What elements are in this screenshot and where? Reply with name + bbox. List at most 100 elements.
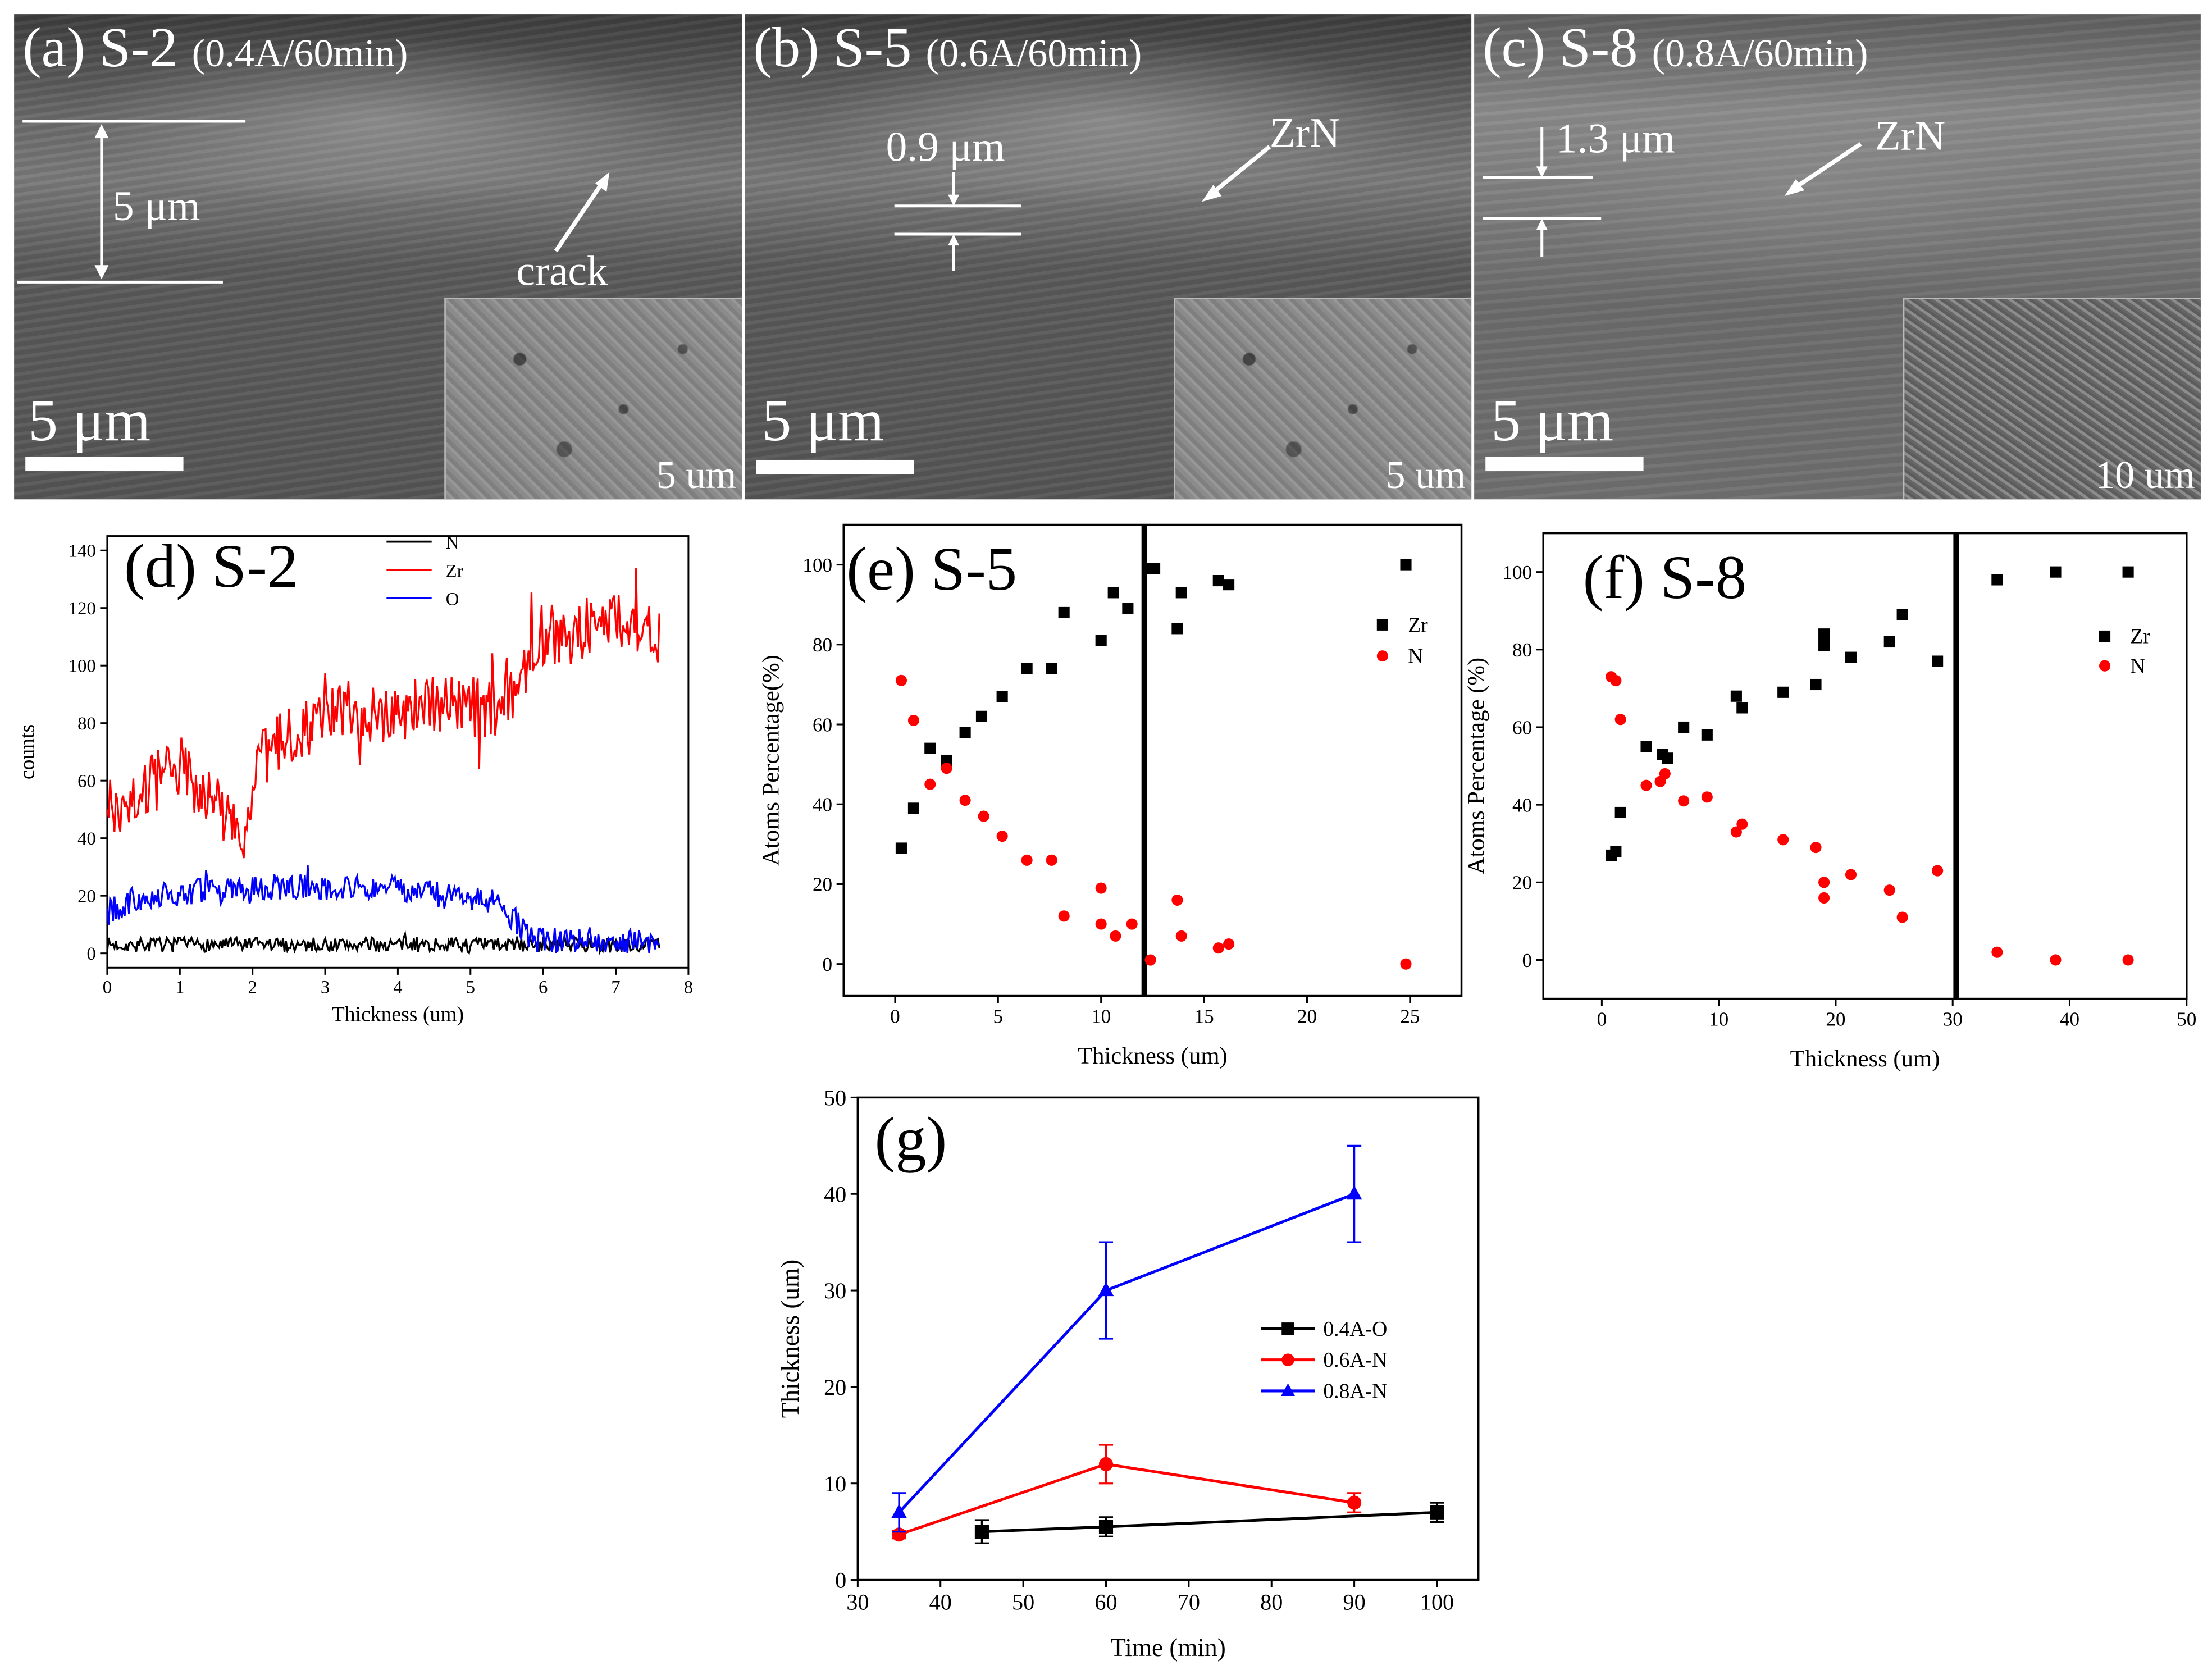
data-point-Zr bbox=[1400, 559, 1412, 571]
sample-name: S-8 bbox=[1559, 15, 1638, 79]
data-point-N bbox=[1845, 869, 1857, 880]
data-point-N bbox=[1777, 834, 1789, 846]
plot-area bbox=[1605, 566, 2134, 966]
data-point-N bbox=[1095, 882, 1107, 894]
legend-label-0.6A-N: 0.6A-N bbox=[1323, 1348, 1387, 1372]
data-point-0.4A-O bbox=[974, 1525, 989, 1539]
plot-frame bbox=[842, 523, 1463, 997]
x-tick-label: 10 bbox=[1091, 1005, 1111, 1027]
data-point-N bbox=[1736, 818, 1748, 830]
data-point-N bbox=[1701, 791, 1713, 803]
data-point-0.8A-N bbox=[1098, 1281, 1114, 1297]
data-point-Zr bbox=[2050, 566, 2062, 578]
chart-f: 0 10 20 30 40 50 0 20 40 60 80 100 Thickness (um) Ato… bbox=[1467, 532, 2196, 1072]
data-point-Zr bbox=[1046, 663, 1057, 674]
data-point-N bbox=[924, 778, 936, 790]
data-point-N bbox=[1223, 938, 1235, 950]
data-point-N bbox=[2122, 954, 2134, 966]
y-tick-label: 40 bbox=[824, 1181, 846, 1207]
sem-panel-c: (c) S-8 (0.8A/60min) 1.3 μm ZrN 5 μm 10 … bbox=[1474, 14, 2201, 500]
data-point-Zr bbox=[1896, 609, 1908, 620]
y-axis-label: Atoms Percentage (%) bbox=[1467, 658, 1490, 874]
data-point-N bbox=[978, 810, 989, 822]
arrowhead-up bbox=[948, 234, 960, 246]
zrn-label: ZrN bbox=[1875, 112, 1946, 159]
data-point-N bbox=[1171, 894, 1183, 906]
data-point-Zr bbox=[1149, 563, 1161, 574]
data-point-N bbox=[1046, 854, 1057, 866]
crack-label: crack bbox=[516, 248, 608, 295]
inset-scale-label: 5 um bbox=[656, 454, 737, 498]
data-point-N bbox=[1932, 865, 1944, 877]
data-point-0.4A-O bbox=[1098, 1520, 1114, 1534]
thickness-label: 5 μm bbox=[112, 183, 200, 230]
data-point-Zr bbox=[1818, 640, 1830, 651]
y-axis-label: Thickness (um) bbox=[776, 1260, 804, 1418]
x-tick-label: 40 bbox=[929, 1589, 952, 1614]
data-point-N bbox=[1640, 779, 1652, 791]
panel-b-title: (b) S-5 (0.6A/60min) bbox=[753, 19, 1142, 76]
x-tick-label: 100 bbox=[1420, 1589, 1454, 1614]
x-tick-label: 80 bbox=[1260, 1589, 1283, 1614]
legend-marker-N bbox=[1376, 650, 1388, 662]
data-point-Zr bbox=[1810, 678, 1822, 691]
legend-label-0.4A-O: 0.4A-O bbox=[1323, 1317, 1387, 1341]
panel-c-overlay bbox=[1483, 127, 2160, 472]
data-point-Zr bbox=[1777, 686, 1789, 698]
data-point-N bbox=[1144, 954, 1156, 966]
data-point-N bbox=[1659, 768, 1671, 779]
x-tick-label: 40 bbox=[2060, 1008, 2079, 1030]
x-axis-label: Thickness (um) bbox=[332, 1003, 464, 1026]
x-tick-label: 50 bbox=[2177, 1008, 2196, 1030]
chart-title: (f) S-8 bbox=[1583, 543, 1747, 612]
y-tick-label: 20 bbox=[77, 887, 96, 907]
plot-area bbox=[895, 559, 1412, 970]
plot-frame bbox=[1542, 532, 2188, 1000]
y-tick-label: 20 bbox=[1512, 872, 1532, 894]
y-tick-label: 30 bbox=[824, 1278, 846, 1303]
data-point-Zr bbox=[2122, 566, 2134, 578]
y-tick-label: 40 bbox=[813, 794, 832, 816]
x-tick-label: 15 bbox=[1194, 1005, 1214, 1027]
data-point-N bbox=[1175, 930, 1187, 942]
data-point-0.6A-N bbox=[1098, 1457, 1114, 1471]
inset-micrograph: 10 um bbox=[1903, 298, 2201, 500]
data-point-N bbox=[1126, 918, 1138, 930]
x-tick-label: 60 bbox=[1094, 1589, 1117, 1614]
x-tick-label: 0 bbox=[1597, 1008, 1607, 1030]
data-point-Zr bbox=[1614, 806, 1626, 819]
data-point-0.8A-N bbox=[891, 1504, 907, 1518]
legend-marker-0.6A-N bbox=[1281, 1353, 1294, 1366]
arrowhead-down bbox=[94, 265, 109, 280]
data-point-N bbox=[1610, 675, 1622, 687]
legend-marker-0.8A-N bbox=[1281, 1383, 1295, 1396]
y-tick-label: 40 bbox=[1512, 794, 1532, 816]
legend-marker-0.4A-O bbox=[1281, 1322, 1294, 1335]
x-tick-label: 8 bbox=[684, 978, 693, 998]
x-tick-label: 6 bbox=[539, 978, 548, 998]
data-point-N bbox=[1810, 842, 1822, 854]
data-point-0.8A-N bbox=[1346, 1185, 1362, 1200]
data-point-N bbox=[1212, 942, 1224, 954]
inset-micrograph: 5 um bbox=[444, 298, 742, 500]
data-point-N bbox=[2050, 954, 2062, 966]
series-line-0.8A-N bbox=[898, 1192, 1355, 1513]
data-point-Zr bbox=[1730, 690, 1742, 702]
x-tick-label: 70 bbox=[1178, 1589, 1200, 1614]
x-tick-label: 1 bbox=[175, 978, 184, 998]
data-point-Zr bbox=[1021, 663, 1033, 674]
zrn-arrowhead bbox=[1202, 185, 1222, 202]
panel-label: (c) bbox=[1483, 15, 1545, 79]
panel-a-title: (a) S-2 (0.4A/60min) bbox=[22, 19, 408, 76]
crack-arrowhead bbox=[595, 172, 610, 192]
data-point-Zr bbox=[1058, 606, 1070, 618]
series-line-O bbox=[107, 865, 660, 954]
data-point-N bbox=[1095, 918, 1107, 930]
data-point-N bbox=[1400, 958, 1412, 970]
condition-label: (0.6A/60min) bbox=[925, 32, 1142, 76]
data-point-Zr bbox=[975, 710, 988, 722]
data-point-Zr bbox=[1107, 587, 1119, 599]
data-point-N bbox=[1678, 795, 1690, 807]
condition-label: (0.8A/60min) bbox=[1652, 32, 1868, 76]
data-point-Zr bbox=[907, 802, 919, 814]
